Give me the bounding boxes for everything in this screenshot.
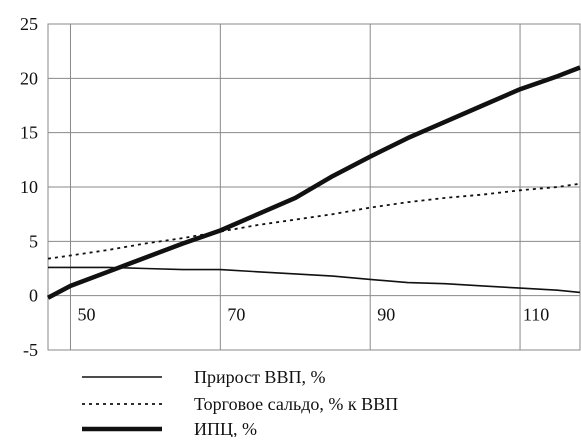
x-tick-labels: 50 70 90 110	[77, 305, 549, 325]
y-tick-label: -5	[23, 340, 38, 360]
y-tick-label: 25	[20, 14, 38, 34]
x-tick-label: 70	[227, 305, 245, 325]
x-tick-label: 110	[523, 305, 549, 325]
x-tick-label: 50	[77, 305, 95, 325]
legend: Прирост ВВП, % Торговое сальдо, % к ВВП …	[82, 367, 398, 439]
y-tick-label: 15	[20, 123, 38, 143]
series-line-gdp-growth	[48, 266, 581, 294]
legend-label-cpi: ИПЦ, %	[194, 419, 257, 437]
y-tick-label: 20	[20, 68, 38, 88]
grid-layer	[47, 23, 581, 351]
series-line-cpi	[46, 65, 581, 300]
series-line-trade-balance	[47, 182, 581, 260]
legend-label-trade-balance: Торговое сальдо, % к ВВП	[194, 394, 398, 414]
y-tick-label: 5	[29, 231, 38, 251]
legend-label-gdp-growth: Прирост ВВП, %	[194, 367, 325, 387]
y-tick-labels: 25 20 15 10 5 0 -5	[20, 14, 38, 360]
y-tick-label: 10	[20, 177, 38, 197]
x-tick-label: 90	[377, 305, 395, 325]
plot-border	[47, 23, 581, 351]
series-layer	[46, 65, 581, 300]
y-tick-label: 0	[29, 286, 38, 306]
